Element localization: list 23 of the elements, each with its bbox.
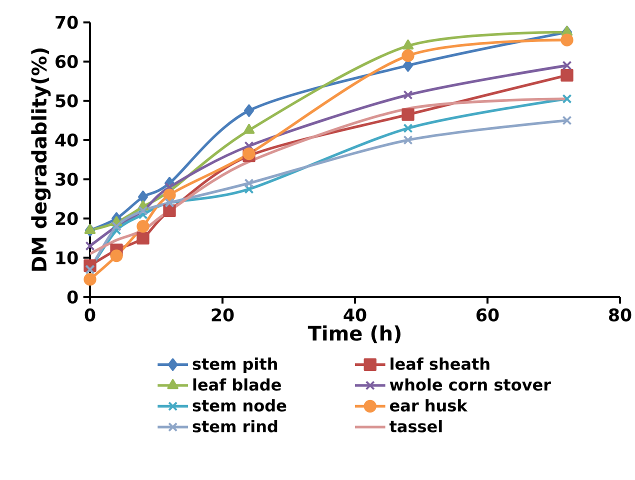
x-tick-label: 20 xyxy=(212,308,234,322)
legend-label: stem rind xyxy=(192,420,278,432)
y-axis-title: DM degradablity(%) xyxy=(31,48,51,271)
y-tick-label: 70 xyxy=(56,16,78,29)
legend-label: leaf blade xyxy=(193,378,281,391)
y-tick-label: 10 xyxy=(56,251,78,264)
legend-label: leaf sheath xyxy=(390,358,490,370)
x-tick-label: 80 xyxy=(609,308,632,322)
x-axis-title: Time (h) xyxy=(308,325,400,344)
x-tick-label: 40 xyxy=(344,308,366,322)
legend-label: ear husk xyxy=(390,399,468,412)
y-tick-label: 40 xyxy=(55,134,78,147)
legend-label: tassel xyxy=(390,420,442,432)
x-tick-label: 60 xyxy=(476,308,499,322)
y-tick-label: 0 xyxy=(67,290,78,304)
x-tick-label: 0 xyxy=(84,308,96,322)
legend-label: stem node xyxy=(192,399,286,412)
legend-label: whole corn stover xyxy=(390,378,551,391)
y-tick-label: 60 xyxy=(56,55,78,68)
y-tick-label: 50 xyxy=(56,94,78,108)
y-tick-label: 30 xyxy=(56,172,78,186)
legend-label: stem pith xyxy=(192,358,277,374)
y-tick-label: 20 xyxy=(56,212,78,226)
